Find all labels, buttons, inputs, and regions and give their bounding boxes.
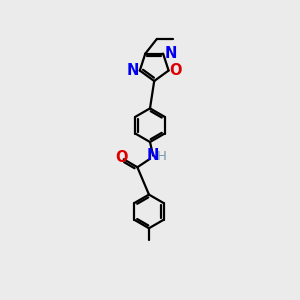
Text: O: O	[170, 63, 182, 78]
Text: H: H	[157, 150, 167, 163]
Text: N: N	[164, 46, 176, 61]
Text: N: N	[147, 148, 159, 163]
Text: O: O	[115, 151, 128, 166]
Text: N: N	[126, 63, 139, 78]
